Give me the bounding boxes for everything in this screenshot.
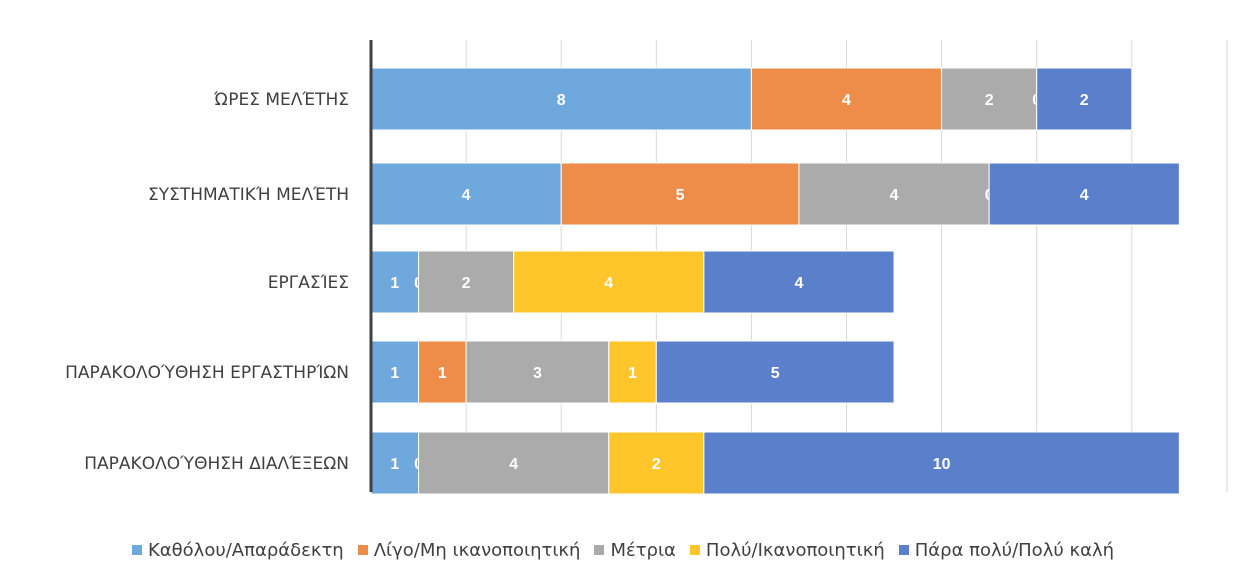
category-label: ΣΥΣΤΗΜΑΤΙΚΉ ΜΕΛΈΤΗ [148, 185, 349, 205]
legend-swatch [357, 545, 368, 555]
bar-segment [798, 162, 990, 226]
legend-swatch [594, 545, 605, 555]
legend-item: Μέτρια [594, 539, 676, 561]
bar-segment [418, 250, 515, 314]
data-label: 3 [533, 365, 542, 382]
bar-segment [941, 67, 1038, 131]
category-label: ΕΡΓΑΣΊΕΣ [268, 273, 349, 293]
bar-segment [370, 431, 420, 495]
bar-segment [1036, 67, 1133, 131]
legend-label: Πολύ/Ικανοποιητική [705, 539, 885, 561]
bar-segment [608, 431, 705, 495]
bar-segment [655, 340, 895, 404]
legend-item: Λίγο/Μη ικανοποιητική [357, 539, 581, 561]
bar-segment [988, 162, 1180, 226]
category-label: ΠΑΡΑΚΟΛΟΎΘΗΣΗ ΕΡΓΑΣΤΗΡΊΩΝ [65, 363, 349, 383]
data-label: 4 [890, 187, 899, 204]
legend-label: Μέτρια [610, 539, 676, 561]
data-label: 2 [652, 456, 661, 473]
data-label: 4 [794, 275, 803, 292]
bar-segment [513, 250, 705, 314]
data-label: 1 [390, 456, 399, 473]
legend-label: Πάρα πολύ/Πολύ καλή [914, 539, 1115, 561]
legend-label: Λίγο/Μη ικανοποιητική [373, 539, 581, 561]
data-label: 5 [676, 187, 685, 204]
bars: 84202454041024411315104210 [370, 67, 1180, 495]
bar-segment [370, 250, 420, 314]
data-label: 4 [842, 92, 851, 109]
bar-segment [418, 431, 610, 495]
data-label: 5 [771, 365, 780, 382]
data-label: 2 [985, 92, 994, 109]
legend-swatch [898, 545, 909, 555]
data-label: 1 [628, 365, 637, 382]
legend-swatch [689, 545, 700, 555]
category-label: ΏΡΕΣ ΜΕΛΈΤΗΣ [213, 90, 349, 110]
bar-segment [370, 340, 420, 404]
data-label: 4 [462, 187, 471, 204]
bar-segment [418, 340, 467, 404]
category-labels: ΏΡΕΣ ΜΕΛΈΤΗΣ ΣΥΣΤΗΜΑΤΙΚΉ ΜΕΛΈΤΗ ΕΡΓΑΣΊΕΣ ΠΑ… [65, 90, 349, 474]
bar-segment [560, 162, 800, 226]
data-label: 4 [1080, 187, 1089, 204]
legend-label: Καθόλου/Απαράδεκτη [147, 539, 344, 561]
legend-swatch [131, 545, 142, 555]
legend-item: Πολύ/Ικανοποιητική [689, 539, 885, 561]
data-label: 1 [390, 365, 399, 382]
bar-segment [703, 250, 895, 314]
bar-segment [465, 340, 610, 404]
data-label: 1 [390, 275, 399, 292]
data-label: 1 [438, 365, 447, 382]
data-label: 2 [462, 275, 471, 292]
data-label: 8 [557, 92, 566, 109]
legend-item: Καθόλου/Απαράδεκτη [131, 539, 344, 561]
data-label: 4 [604, 275, 613, 292]
data-label: 4 [509, 456, 518, 473]
legend: Καθόλου/Απαράδεκτη Λίγο/Μη ικανοποιητική Μ… [9, 528, 1237, 572]
data-label: 10 [933, 456, 951, 473]
category-label: ΠΑΡΑΚΟΛΟΎΘΗΣΗ ΔΙΑΛΈΞΕΩΝ [84, 454, 349, 474]
data-label: 2 [1080, 92, 1089, 109]
bar-segment [608, 340, 657, 404]
legend-item: Πάρα πολύ/Πολύ καλή [898, 539, 1115, 561]
bar-segment [703, 431, 1180, 495]
bar-segment [370, 162, 562, 226]
bar-segment [750, 67, 943, 131]
